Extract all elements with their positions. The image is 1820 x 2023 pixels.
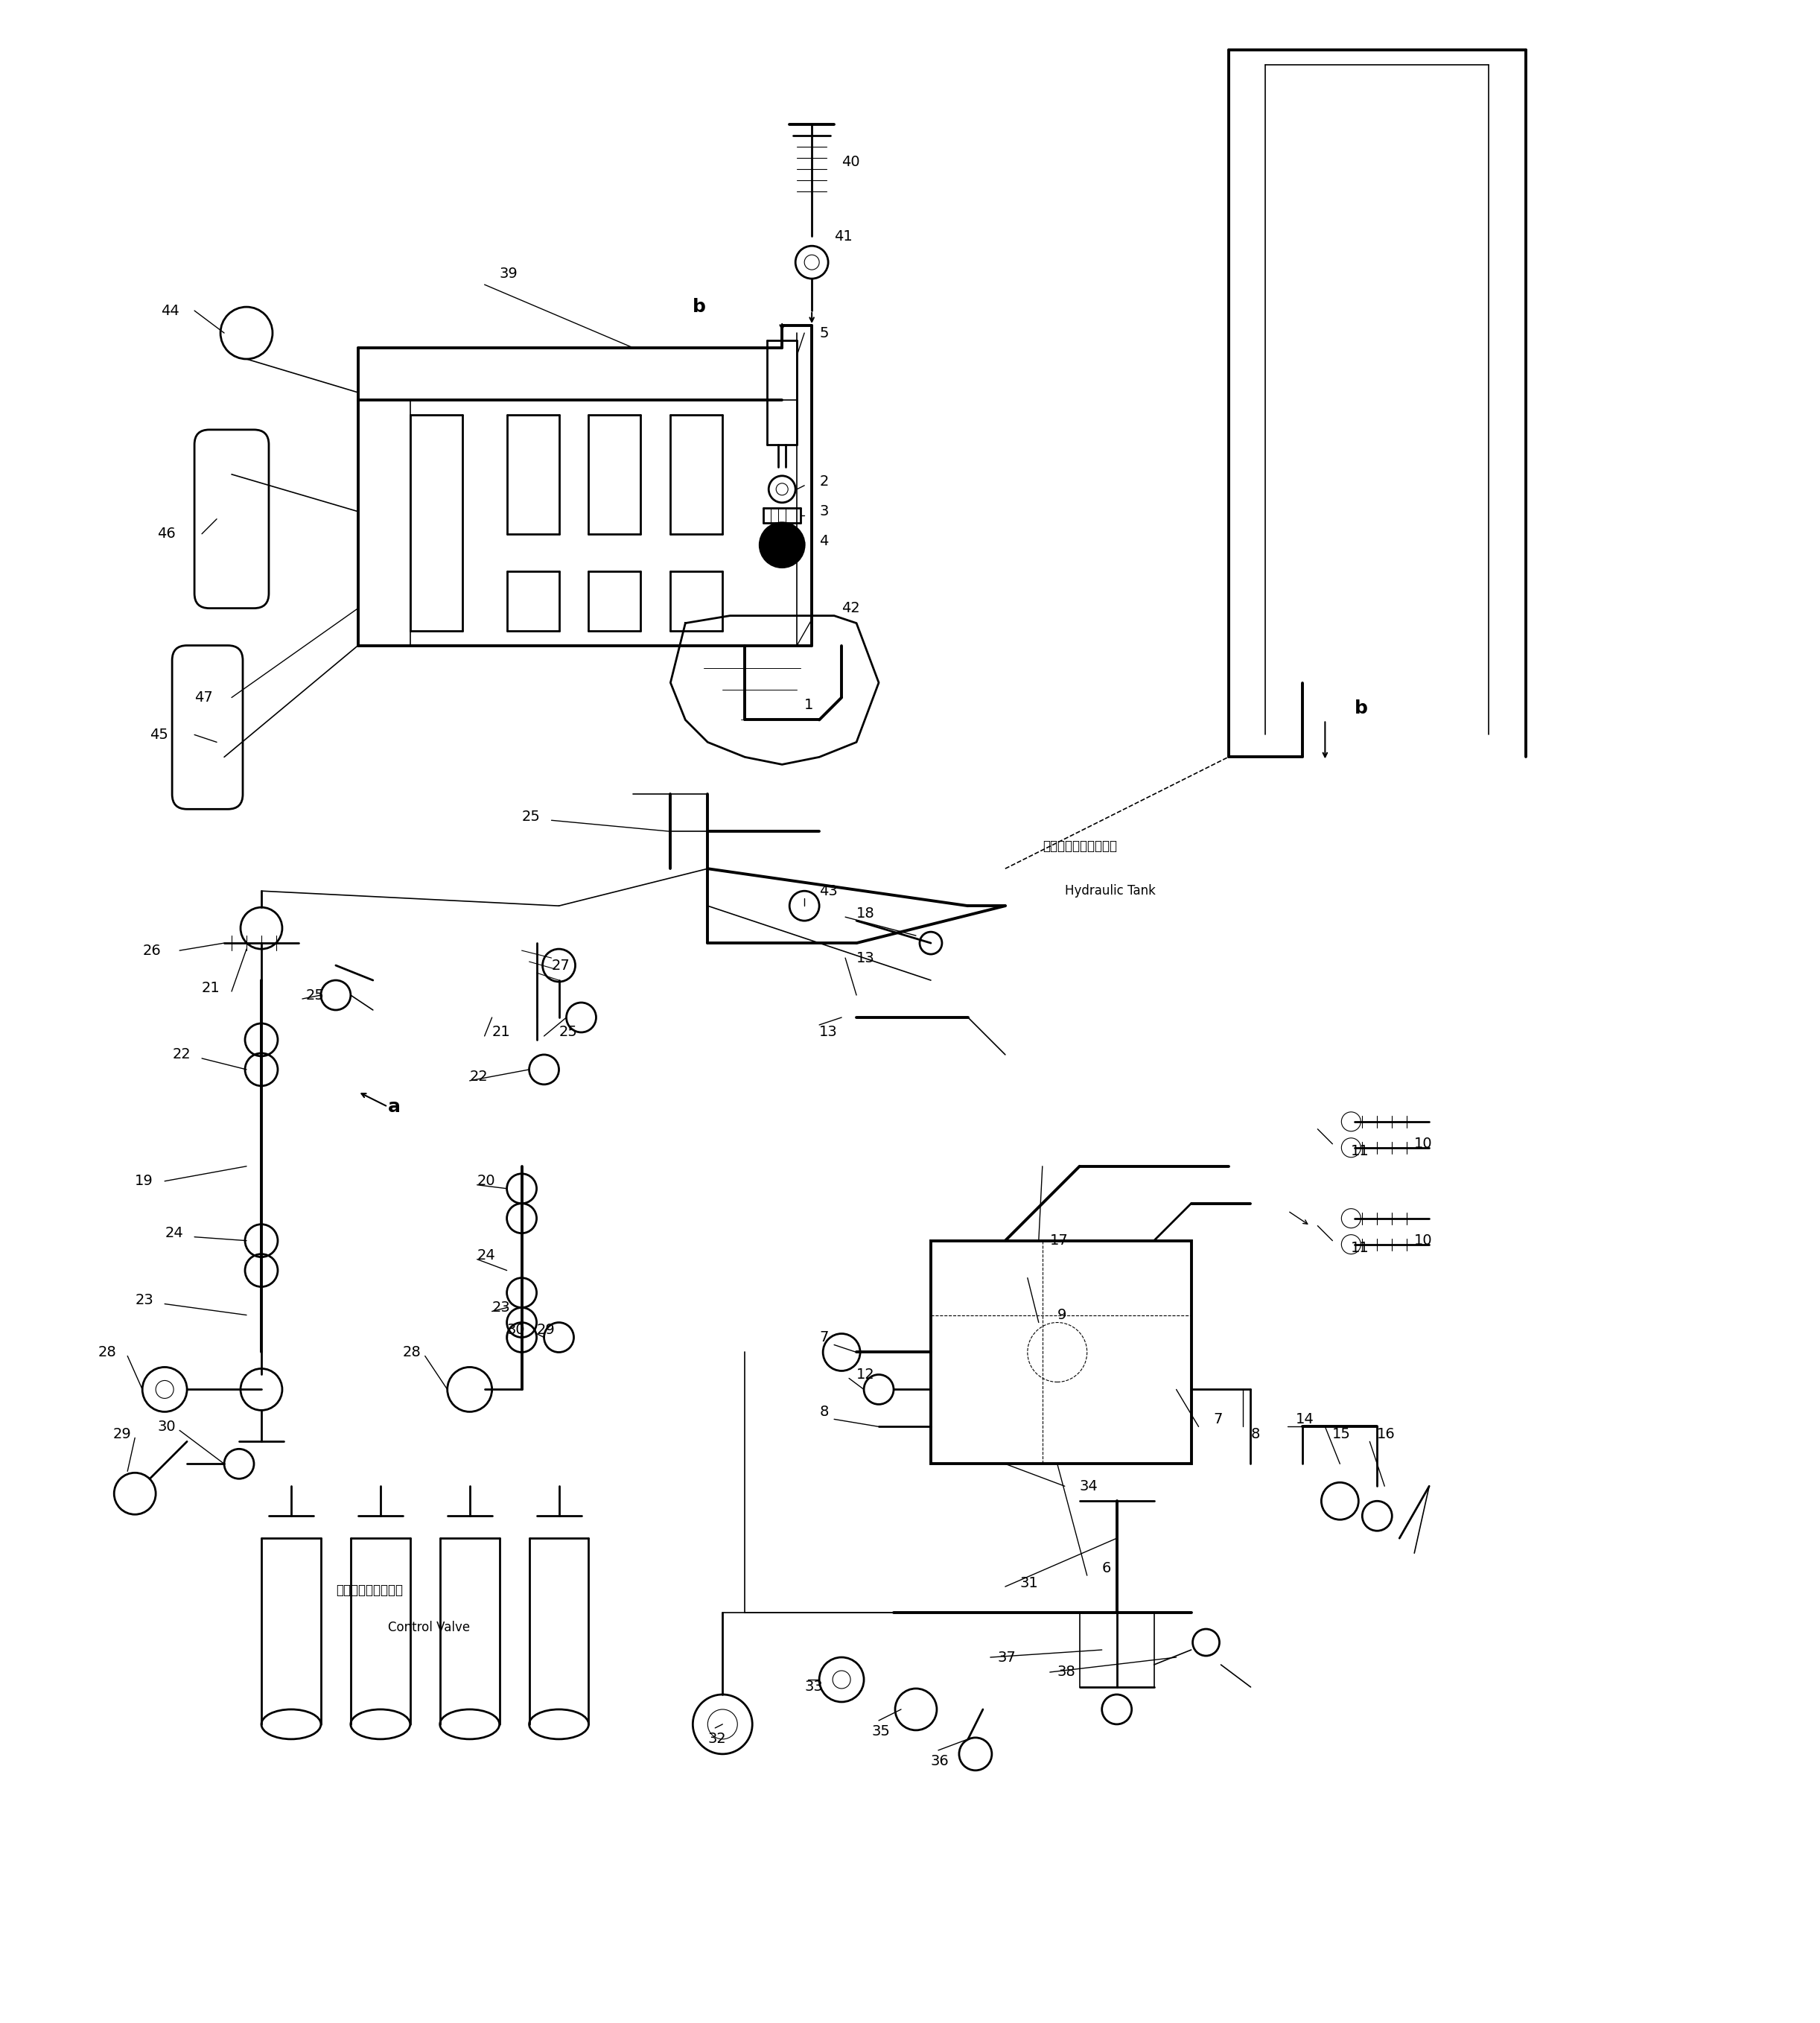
Text: Hydraulic Tank: Hydraulic Tank — [1065, 884, 1156, 898]
Text: 24: 24 — [164, 1226, 184, 1240]
Text: 29: 29 — [537, 1323, 555, 1337]
Text: 6: 6 — [1101, 1562, 1112, 1576]
Text: b: b — [693, 297, 706, 316]
Text: 5: 5 — [819, 326, 828, 340]
Text: 26: 26 — [142, 943, 160, 957]
Text: 28: 28 — [402, 1345, 420, 1359]
Text: 43: 43 — [819, 884, 837, 898]
Text: 22: 22 — [470, 1070, 488, 1084]
Text: 11: 11 — [1350, 1145, 1369, 1159]
Text: 29: 29 — [113, 1426, 131, 1440]
Text: 38: 38 — [1057, 1665, 1076, 1679]
Text: 23: 23 — [491, 1301, 510, 1315]
Text: 2: 2 — [819, 475, 828, 490]
Text: 41: 41 — [834, 229, 852, 243]
Text: 17: 17 — [1050, 1234, 1068, 1248]
Text: 42: 42 — [841, 601, 861, 615]
Text: 8: 8 — [819, 1404, 828, 1418]
Text: 30: 30 — [506, 1323, 526, 1337]
Text: 13: 13 — [819, 1026, 837, 1040]
Text: コントロールバルブ: コントロールバルブ — [335, 1584, 402, 1596]
Text: 39: 39 — [499, 267, 519, 281]
Text: 22: 22 — [173, 1048, 191, 1062]
Text: 23: 23 — [135, 1293, 153, 1307]
Text: 3: 3 — [819, 504, 828, 518]
Text: 16: 16 — [1378, 1426, 1396, 1440]
Text: 25: 25 — [559, 1026, 577, 1040]
Text: 34: 34 — [1079, 1479, 1097, 1493]
Text: 37: 37 — [997, 1651, 1016, 1665]
Text: 21: 21 — [202, 981, 220, 995]
Text: 30: 30 — [157, 1420, 175, 1434]
Text: ハイドロリックタンク: ハイドロリックタンク — [1043, 840, 1117, 854]
Text: 25: 25 — [522, 809, 541, 823]
Text: Control Valve: Control Valve — [388, 1620, 470, 1635]
Text: 36: 36 — [930, 1754, 950, 1768]
Text: a: a — [388, 1098, 400, 1115]
Text: 15: 15 — [1332, 1426, 1350, 1440]
Text: 32: 32 — [708, 1732, 726, 1746]
Text: 25: 25 — [306, 987, 324, 1001]
Text: 12: 12 — [857, 1368, 875, 1382]
Text: 10: 10 — [1414, 1137, 1432, 1151]
Text: 31: 31 — [1019, 1576, 1039, 1590]
Text: 14: 14 — [1296, 1412, 1314, 1426]
Text: 7: 7 — [819, 1331, 828, 1345]
Text: 4: 4 — [819, 534, 828, 548]
Text: 8: 8 — [1250, 1426, 1259, 1440]
Circle shape — [759, 522, 804, 566]
Text: 9: 9 — [1057, 1309, 1067, 1323]
Text: 7: 7 — [1214, 1412, 1223, 1426]
Text: 45: 45 — [149, 728, 167, 742]
Text: 27: 27 — [551, 959, 570, 973]
Text: 40: 40 — [841, 156, 859, 170]
Text: 24: 24 — [477, 1248, 495, 1262]
Text: 10: 10 — [1414, 1234, 1432, 1248]
Text: 28: 28 — [98, 1345, 116, 1359]
Text: 11: 11 — [1350, 1240, 1369, 1254]
Text: 19: 19 — [135, 1173, 153, 1188]
Text: 20: 20 — [477, 1173, 495, 1188]
Text: 35: 35 — [872, 1726, 890, 1738]
Text: 1: 1 — [804, 698, 814, 712]
Bar — [930, 1240, 1190, 1465]
Text: 46: 46 — [157, 526, 177, 540]
Text: 18: 18 — [857, 906, 875, 920]
Text: 44: 44 — [160, 303, 180, 318]
Text: 47: 47 — [195, 690, 213, 704]
Text: b: b — [1354, 700, 1369, 718]
Text: 21: 21 — [491, 1026, 510, 1040]
Text: 13: 13 — [857, 951, 875, 965]
Text: 33: 33 — [804, 1679, 823, 1693]
